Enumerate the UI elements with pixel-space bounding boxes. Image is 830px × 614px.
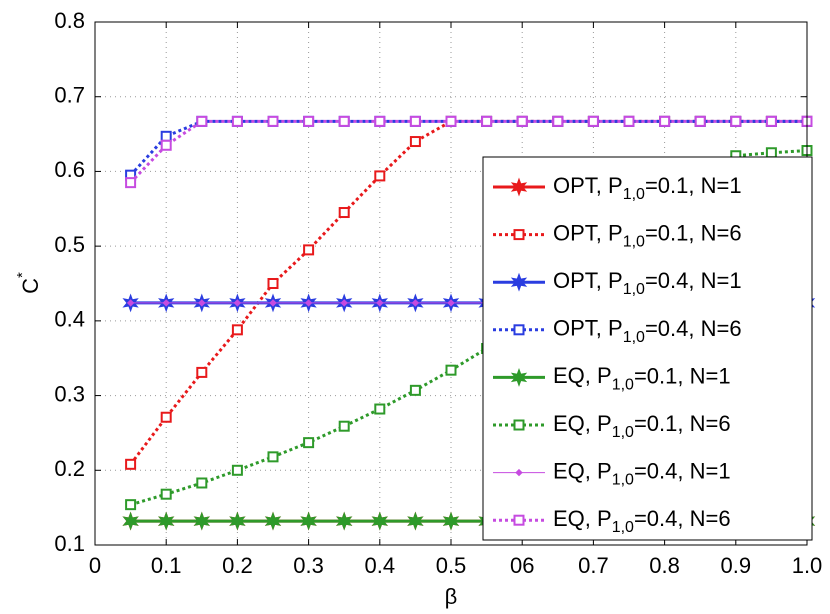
marker bbox=[765, 115, 777, 127]
legend-marker bbox=[513, 514, 525, 526]
marker bbox=[442, 511, 460, 531]
marker bbox=[374, 115, 386, 127]
x-tick-label: 0.4 bbox=[365, 553, 396, 578]
y-tick-label: 0.5 bbox=[54, 232, 85, 257]
x-axis-label: β bbox=[445, 584, 458, 609]
marker bbox=[162, 299, 170, 307]
legend-marker bbox=[513, 324, 525, 336]
marker bbox=[231, 324, 243, 336]
marker bbox=[409, 136, 421, 148]
x-tick-label: 0 bbox=[89, 553, 101, 578]
y-tick-label: 0.4 bbox=[54, 307, 85, 332]
legend-box bbox=[482, 156, 813, 541]
marker bbox=[198, 299, 206, 307]
marker bbox=[694, 115, 706, 127]
x-tick-label: 06 bbox=[510, 553, 534, 578]
marker bbox=[338, 420, 350, 432]
y-tick-label: 0.7 bbox=[54, 83, 85, 108]
marker bbox=[730, 115, 742, 127]
x-tick-label: 0.9 bbox=[721, 553, 752, 578]
legend-marker bbox=[513, 229, 525, 241]
series-line bbox=[129, 119, 807, 177]
legend-marker bbox=[510, 272, 528, 292]
marker bbox=[196, 115, 208, 127]
marker bbox=[336, 511, 353, 531]
marker bbox=[160, 130, 172, 142]
marker bbox=[623, 115, 635, 127]
marker bbox=[125, 499, 137, 511]
marker bbox=[125, 177, 137, 189]
y-tick-label: 0.1 bbox=[54, 531, 85, 556]
x-tick-label: 0.1 bbox=[151, 553, 182, 578]
marker bbox=[126, 299, 135, 307]
x-tick-label: 0.2 bbox=[222, 553, 253, 578]
marker bbox=[229, 511, 246, 531]
x-tick-label: 0.5 bbox=[436, 553, 467, 578]
marker bbox=[371, 511, 388, 531]
y-tick-label: 0.6 bbox=[54, 157, 85, 182]
marker bbox=[659, 115, 671, 127]
marker bbox=[122, 511, 139, 531]
marker bbox=[231, 464, 243, 476]
marker bbox=[765, 147, 777, 159]
legend-marker bbox=[513, 419, 525, 431]
marker bbox=[233, 299, 242, 307]
series-line bbox=[129, 119, 807, 184]
marker bbox=[552, 115, 564, 127]
marker bbox=[196, 477, 208, 489]
marker bbox=[160, 488, 172, 500]
marker bbox=[269, 299, 277, 307]
marker bbox=[376, 299, 384, 307]
marker bbox=[445, 115, 457, 127]
marker bbox=[158, 511, 175, 531]
marker bbox=[303, 437, 315, 449]
marker bbox=[160, 411, 172, 423]
marker bbox=[374, 170, 386, 182]
marker bbox=[231, 115, 243, 127]
marker bbox=[125, 458, 137, 470]
marker bbox=[193, 511, 210, 531]
x-tick-label: 0.8 bbox=[649, 553, 680, 578]
marker bbox=[340, 299, 348, 307]
marker bbox=[338, 115, 350, 127]
legend-marker bbox=[515, 468, 523, 477]
marker bbox=[303, 115, 315, 127]
marker bbox=[303, 244, 315, 256]
marker bbox=[445, 364, 457, 376]
legend-marker bbox=[510, 177, 528, 197]
legend-marker bbox=[510, 367, 528, 387]
marker bbox=[196, 366, 208, 378]
y-tick-label: 0.8 bbox=[54, 8, 85, 33]
marker bbox=[587, 115, 599, 127]
marker bbox=[407, 511, 424, 531]
marker bbox=[409, 115, 421, 127]
marker bbox=[516, 115, 528, 127]
x-tick-label: 1.0 bbox=[792, 553, 823, 578]
marker bbox=[374, 403, 386, 415]
marker bbox=[481, 115, 493, 127]
marker bbox=[409, 384, 421, 396]
marker bbox=[267, 115, 279, 127]
marker bbox=[411, 299, 420, 307]
marker bbox=[267, 451, 279, 463]
marker bbox=[300, 511, 317, 531]
marker bbox=[338, 207, 350, 219]
marker bbox=[160, 139, 172, 151]
marker bbox=[304, 299, 313, 307]
y-tick-label: 0.2 bbox=[54, 456, 85, 481]
marker bbox=[264, 511, 282, 531]
x-tick-label: 0.3 bbox=[293, 553, 324, 578]
marker bbox=[267, 278, 279, 289]
x-tick-label: 0.7 bbox=[578, 553, 609, 578]
legend-label: OPT, P1,0=0.1, N=6 bbox=[553, 220, 742, 250]
y-tick-label: 0.3 bbox=[54, 381, 85, 406]
marker bbox=[447, 299, 455, 307]
